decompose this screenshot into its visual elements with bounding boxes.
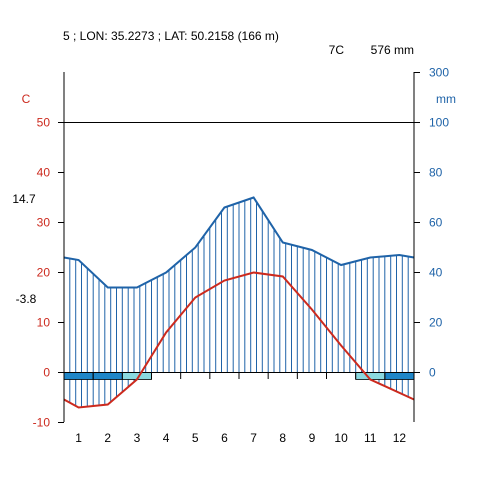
- right-tick-label: 0: [429, 366, 436, 380]
- x-tick-label: 5: [192, 431, 199, 445]
- x-tick-label: 10: [334, 431, 348, 445]
- temp-axis-label: C: [22, 92, 31, 106]
- x-tick-label: 3: [134, 431, 141, 445]
- left-axis-ticks: -10 0 10 20 30 40 50: [33, 116, 64, 430]
- x-tick-label: 2: [104, 431, 111, 445]
- left-tick-label: 40: [37, 166, 51, 180]
- x-tick-label: 4: [163, 431, 170, 445]
- x-tick-label: 8: [279, 431, 286, 445]
- right-tick-label: 60: [429, 216, 443, 230]
- mean-temperature: 7C: [329, 43, 345, 57]
- frost-bar-month-12: [384, 372, 415, 380]
- left-tick-label: 10: [37, 316, 51, 330]
- right-tick-label: 80: [429, 166, 443, 180]
- right-tick-label: 100: [429, 116, 449, 130]
- x-tick-label: 9: [309, 431, 316, 445]
- max-warm-temp-annotation: 14.7: [12, 192, 36, 206]
- right-tick-label: 40: [429, 266, 443, 280]
- left-tick-label: 50: [37, 116, 51, 130]
- right-axis-ticks: 0 20 40 60 80 100 300: [414, 66, 449, 380]
- temp-line: [63, 271, 415, 409]
- precip-line: [63, 196, 415, 289]
- annual-precipitation: 576 mm: [371, 43, 414, 57]
- left-tick-label: 20: [37, 266, 51, 280]
- x-tick-label: 7: [250, 431, 257, 445]
- x-tick-label: 6: [221, 431, 228, 445]
- right-tick-label: 20: [429, 316, 443, 330]
- x-axis-ticks: 1 2 3 4 5 6 7 8 9 10 11 12: [63, 372, 415, 445]
- frost-bar-month-1: [63, 372, 94, 380]
- min-cold-temp-annotation: -3.8: [16, 292, 37, 306]
- left-tick-label: 0: [43, 366, 50, 380]
- x-tick-label: 12: [393, 431, 407, 445]
- right-tick-label: 300: [429, 66, 449, 80]
- x-tick-label: 11: [364, 431, 377, 445]
- frost-bar-month-2: [92, 372, 123, 380]
- station-title: 5 ; LON: 35.2273 ; LAT: 50.2158 (166 m): [63, 29, 279, 43]
- precip-axis-label: mm: [436, 92, 456, 106]
- x-tick-label: 1: [75, 431, 82, 445]
- left-tick-label: 30: [37, 216, 51, 230]
- left-tick-label: -10: [33, 416, 51, 430]
